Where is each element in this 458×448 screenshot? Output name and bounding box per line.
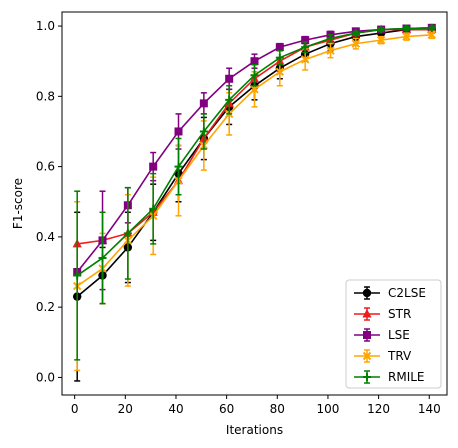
data-point xyxy=(123,229,132,238)
legend-item: C2LSE xyxy=(354,286,426,300)
y-tick-label: 0.0 xyxy=(36,370,55,384)
legend-label: STR xyxy=(388,307,411,321)
data-point xyxy=(275,43,284,52)
data-point xyxy=(275,53,284,62)
legend-label: LSE xyxy=(388,328,410,342)
x-tick-label: 40 xyxy=(168,402,183,416)
x-tick-label: 60 xyxy=(219,402,234,416)
data-point xyxy=(199,127,208,136)
y-tick-label: 0.2 xyxy=(36,300,55,314)
data-point xyxy=(250,57,259,66)
legend-item: TRV xyxy=(354,349,412,363)
data-point xyxy=(149,162,158,171)
legend-item: STR xyxy=(354,307,411,321)
legend-label: RMILE xyxy=(388,370,425,384)
legend-marker xyxy=(362,351,372,361)
data-point xyxy=(98,253,107,262)
x-tick-label: 140 xyxy=(418,402,441,416)
legend: C2LSE STR LSE TRV RMILE xyxy=(345,279,442,389)
data-point xyxy=(326,46,335,55)
data-point xyxy=(250,85,259,94)
data-point xyxy=(351,29,360,38)
legend-label: C2LSE xyxy=(388,286,426,300)
data-point xyxy=(351,39,361,48)
legend-item: LSE xyxy=(354,328,410,342)
data-point xyxy=(427,23,436,32)
data-point xyxy=(300,55,310,64)
y-axis-label: F1-score xyxy=(11,178,25,229)
data-point xyxy=(301,43,310,52)
data-point xyxy=(174,127,183,136)
data-point xyxy=(301,36,310,45)
legend-marker xyxy=(362,288,372,298)
y-tick-label: 1.0 xyxy=(36,19,55,33)
legend-marker xyxy=(363,331,371,339)
data-point xyxy=(174,162,183,171)
plot-frame xyxy=(61,11,448,396)
data-point xyxy=(225,74,234,83)
data-point xyxy=(250,71,259,80)
y-tick-label: 0.4 xyxy=(36,230,55,244)
legend-label: TRV xyxy=(387,349,412,363)
data-point xyxy=(275,67,285,76)
data-point xyxy=(73,271,82,280)
y-tick-label: 0.8 xyxy=(36,89,55,103)
legend-marker xyxy=(362,309,372,318)
data-point xyxy=(225,95,234,104)
series-rmile xyxy=(73,23,436,361)
y-axis: 0.0 0.2 0.4 0.6 0.8 1.0 xyxy=(36,19,62,384)
x-axis: 0 20 40 60 80 100 120 140 xyxy=(71,395,441,416)
x-tick-label: 100 xyxy=(317,402,340,416)
x-tick-label: 20 xyxy=(118,402,133,416)
series-layer xyxy=(72,23,437,382)
x-tick-label: 120 xyxy=(367,402,390,416)
data-point xyxy=(376,35,386,45)
data-point xyxy=(326,34,335,43)
x-tick-label: 0 xyxy=(71,402,79,416)
x-tick-label: 80 xyxy=(270,402,285,416)
y-tick-label: 0.6 xyxy=(36,160,55,174)
data-point xyxy=(149,204,158,213)
legend-item: RMILE xyxy=(354,370,425,384)
data-point xyxy=(427,30,437,40)
x-axis-label: Iterations xyxy=(226,423,283,437)
data-point xyxy=(377,25,386,34)
data-point xyxy=(199,99,208,108)
data-point xyxy=(402,24,411,33)
data-point xyxy=(402,32,411,41)
legend-marker xyxy=(363,373,371,381)
legend-box xyxy=(345,279,442,389)
